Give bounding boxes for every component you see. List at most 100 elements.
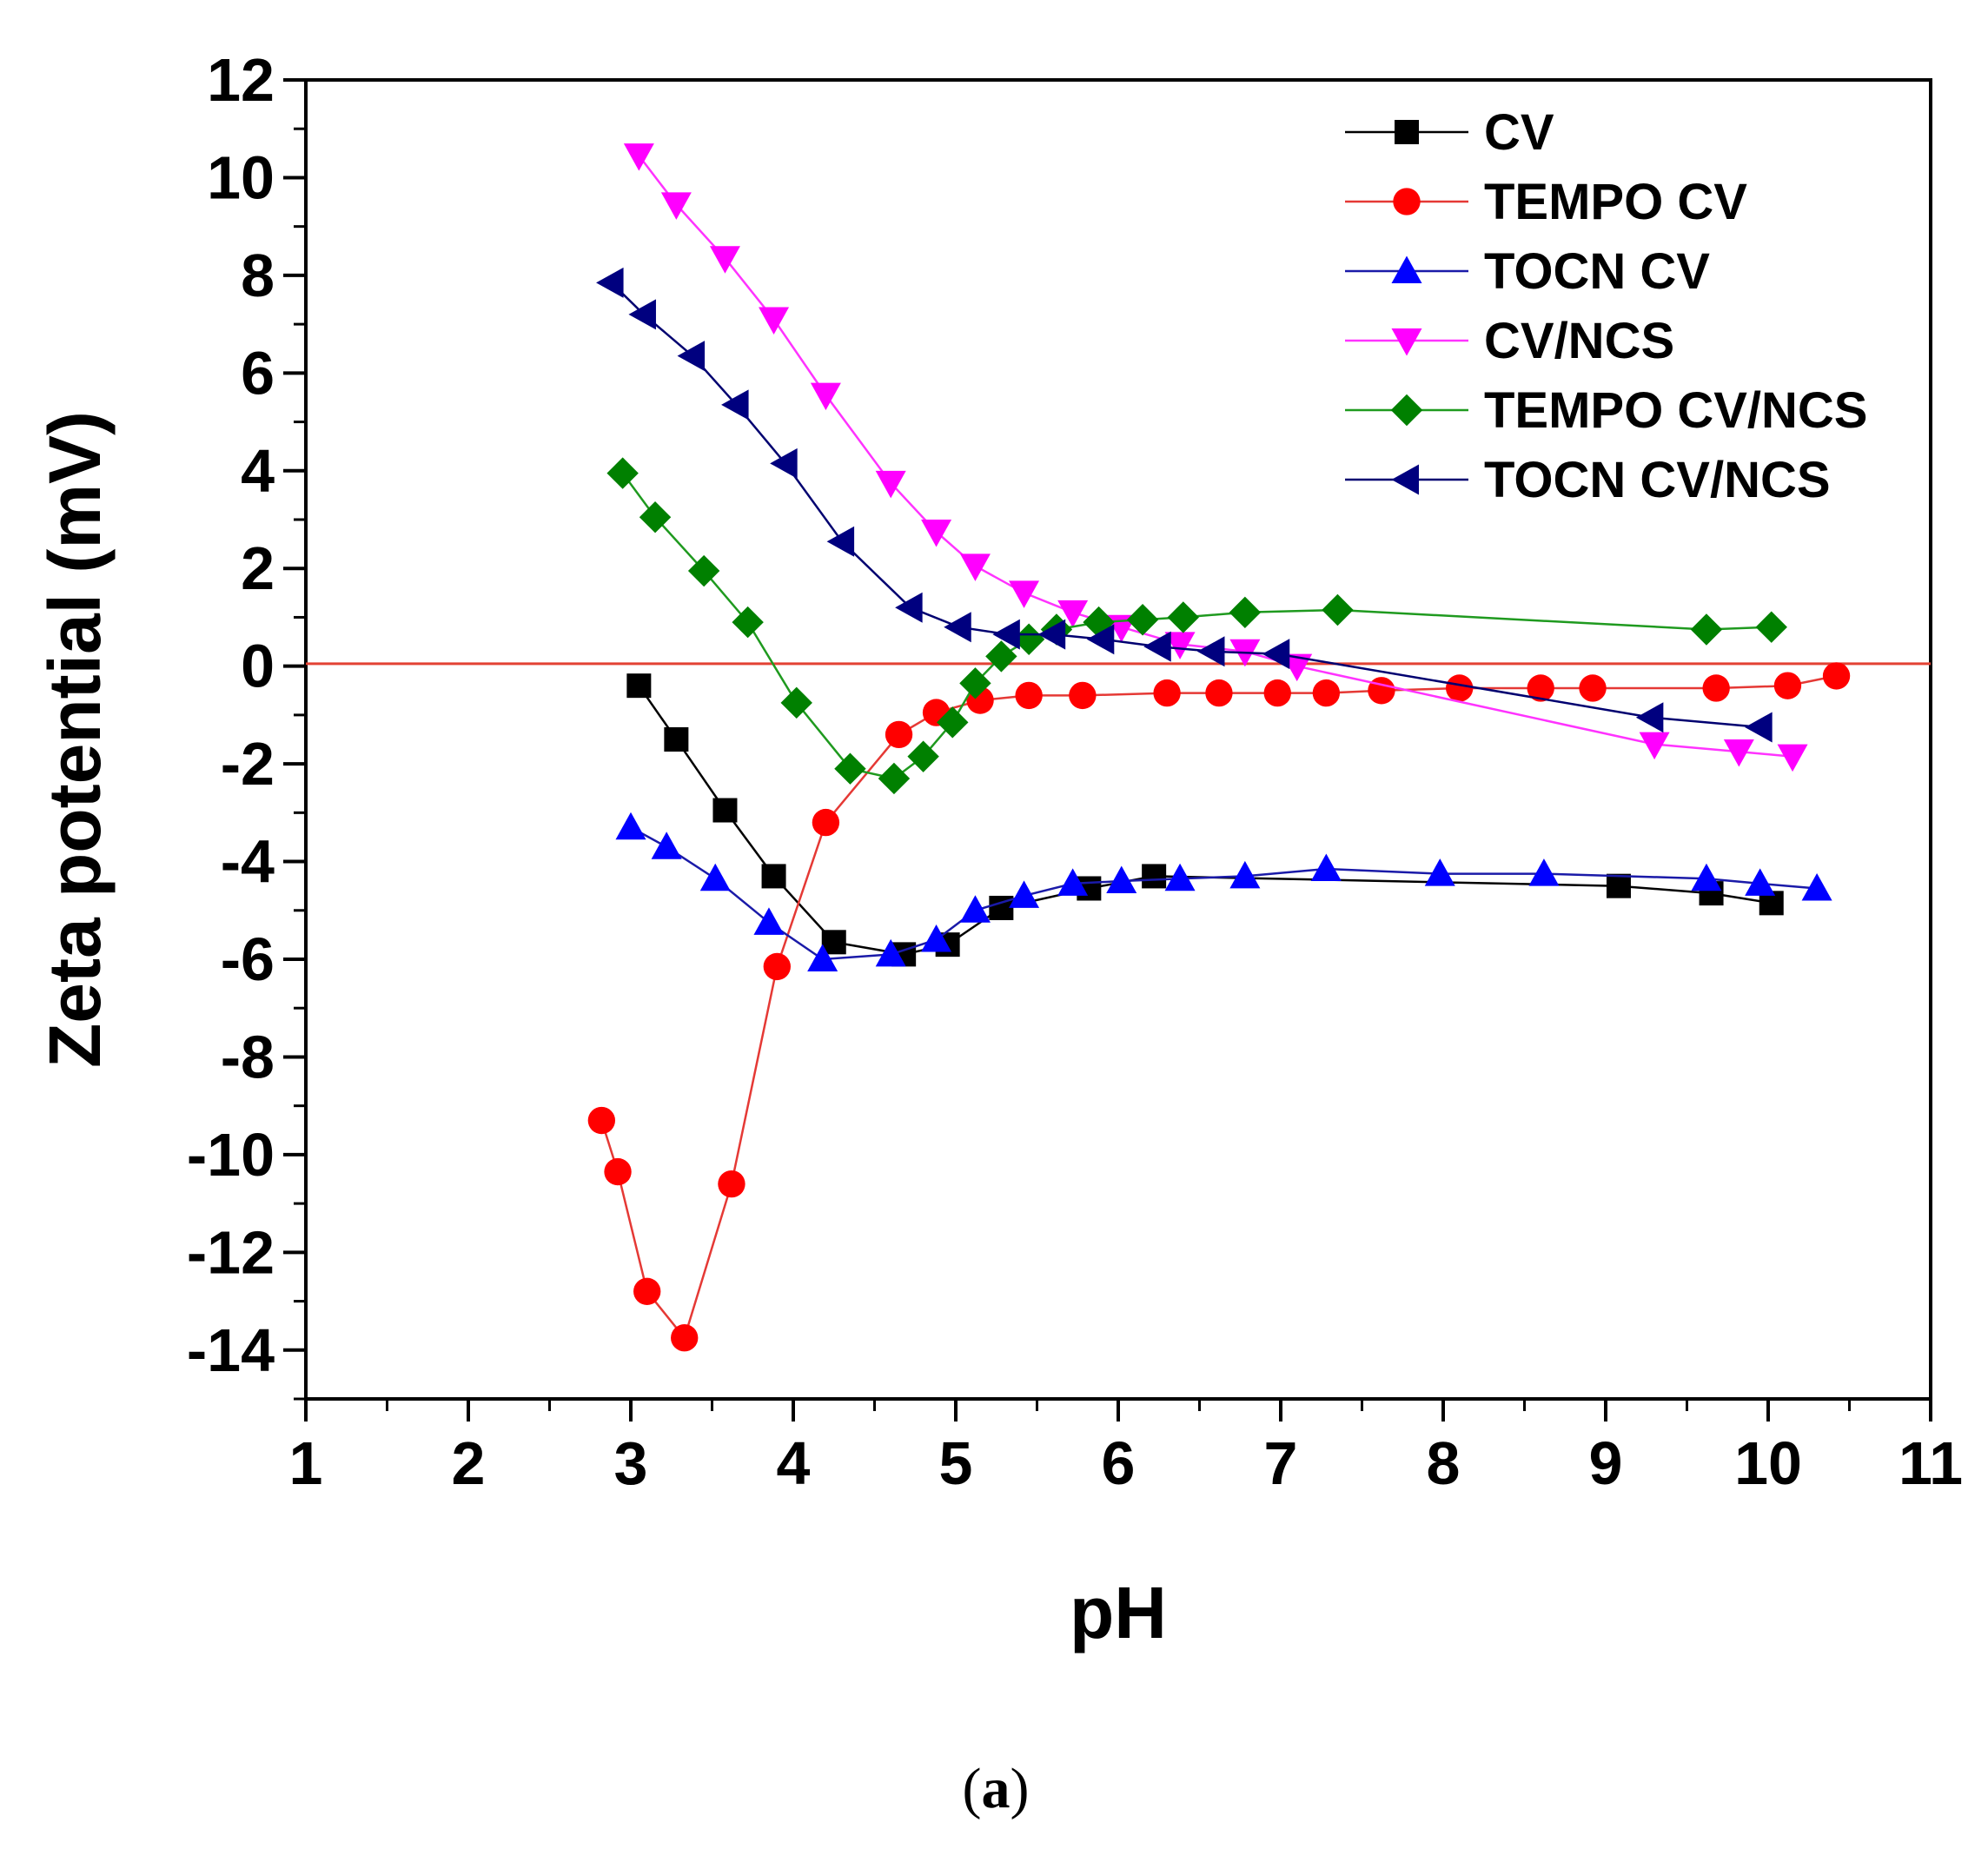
legend-label: TEMPO CV (1484, 174, 1747, 230)
data-point-tocn-cv-ncs (596, 267, 624, 298)
legend-label: CV (1484, 104, 1554, 161)
y-tick-label: -12 (187, 1218, 275, 1286)
data-point-tocn-cv (1691, 863, 1722, 891)
data-point-tocn-cv-ncs (770, 447, 798, 479)
data-point-tocn-cv-ncs (826, 526, 855, 557)
legend-entry-tempo-cv: TEMPO CV (1345, 174, 1747, 230)
legend-entry-cv-ncs: CV/NCS (1345, 313, 1674, 369)
data-point-tempo-cv-ncs (878, 762, 911, 795)
x-tick-label: 11 (1899, 1429, 1963, 1497)
legend-label: TEMPO CV/NCS (1484, 382, 1868, 439)
data-point-tempo-cv-ncs (639, 500, 672, 533)
data-point-tempo-cv (812, 808, 840, 837)
data-point-tempo-cv-ncs (606, 457, 639, 489)
data-point-tempo-cv-ncs (1126, 604, 1159, 636)
data-point-cv-ncs (759, 307, 790, 335)
data-point-cv (1606, 873, 1631, 898)
caption-open-paren: ( (963, 1757, 982, 1820)
data-point-tocn-cv-ncs (1262, 639, 1290, 670)
data-point-tempo-cv (1263, 679, 1291, 707)
data-point-tempo-cv-ncs (937, 706, 969, 739)
data-point-tempo-cv-ncs (732, 606, 764, 639)
legend-marker (1391, 328, 1422, 356)
x-tick-label: 1 (289, 1429, 323, 1497)
data-point-tempo-cv-ncs (687, 554, 720, 587)
data-point-tempo-cv-ncs (959, 667, 991, 699)
data-point-tocn-cv (959, 895, 991, 923)
y-tick-label: 8 (241, 242, 275, 309)
y-tick-label: 4 (241, 437, 275, 505)
data-point-tocn-cv-ncs (1196, 636, 1225, 667)
series-tocn-cv (615, 812, 1832, 971)
data-point-tempo-cv (763, 952, 791, 981)
data-point-tempo-cv-ncs (1167, 601, 1199, 633)
data-point-tempo-cv-ncs (1012, 623, 1045, 655)
y-tick-label: 12 (207, 46, 275, 114)
x-tick-label: 6 (1102, 1429, 1136, 1497)
data-point-tocn-cv-ncs (1745, 712, 1773, 743)
legend-label: TOCN CV/NCS (1484, 452, 1831, 508)
legend-entry-cv: CV (1345, 104, 1554, 161)
x-tick-label: 10 (1734, 1429, 1802, 1497)
data-point-tocn-cv-ncs (677, 341, 706, 372)
data-point-tempo-cv (1069, 681, 1097, 710)
series-line-tempo-cv (600, 674, 1837, 1341)
data-point-tocn-cv (1229, 860, 1261, 889)
series-tocn-cv-ncs (596, 267, 1773, 743)
data-point-tocn-cv-ncs (1086, 624, 1115, 655)
series-cv-ncs (623, 143, 1808, 772)
x-tick-label: 2 (452, 1429, 486, 1497)
series-cv (626, 673, 1784, 967)
data-point-cv-ncs (1164, 632, 1196, 659)
y-tick-label: -4 (221, 828, 275, 896)
data-point-cv-ncs (959, 553, 991, 581)
data-point-tempo-cv-ncs (780, 686, 812, 719)
legend-entry-tempo-cv-ncs: TEMPO CV/NCS (1345, 382, 1868, 439)
data-point-tempo-cv (1702, 674, 1730, 702)
data-point-tempo-cv (1773, 672, 1802, 699)
data-point-tocn-cv (1310, 853, 1342, 881)
data-point-tocn-cv (615, 812, 646, 840)
data-point-tempo-cv (1312, 679, 1341, 707)
data-point-tocn-cv-ncs (1037, 619, 1066, 650)
data-point-cv-ncs (921, 520, 952, 547)
x-axis-title: pH (1070, 1572, 1167, 1653)
series-layer (587, 143, 1851, 1352)
data-point-tocn-cv (1106, 865, 1137, 894)
data-point-tempo-cv-ncs (1229, 596, 1262, 629)
data-point-tempo-cv-ncs (834, 752, 866, 785)
data-point-tempo-cv-ncs (1755, 611, 1787, 643)
legend-entry-tocn-cv-ncs: TOCN CV/NCS (1345, 452, 1831, 508)
data-point-tempo-cv (604, 1157, 632, 1186)
y-tick-label: -8 (221, 1023, 275, 1090)
data-point-tempo-cv-ncs (1690, 613, 1723, 646)
data-point-cv (761, 864, 786, 889)
data-point-tocn-cv (699, 863, 731, 891)
data-point-cv-ncs (875, 470, 906, 499)
y-tick-label: -6 (221, 925, 275, 993)
data-point-tocn-cv-ncs (1143, 631, 1171, 662)
data-point-tempo-cv (1822, 662, 1851, 690)
data-point-cv-ncs (1777, 744, 1808, 772)
caption-close-paren: ) (1011, 1757, 1030, 1820)
x-tick-label: 8 (1427, 1429, 1461, 1497)
data-point-cv (712, 798, 738, 823)
data-point-tempo-cv (1446, 674, 1474, 702)
data-point-tocn-cv (1009, 880, 1040, 908)
x-tick-label: 5 (939, 1429, 973, 1497)
data-point-tempo-cv (1579, 674, 1607, 702)
data-point-cv (664, 727, 689, 752)
figure-caption: (a) (963, 1757, 1030, 1820)
data-point-cv-ncs (810, 382, 841, 411)
data-point-tocn-cv (921, 924, 952, 952)
data-point-tocn-cv-ncs (944, 612, 971, 643)
data-point-cv-ncs (1639, 732, 1670, 760)
data-point-tocn-cv (807, 944, 838, 971)
data-point-tempo-cv (1153, 679, 1181, 707)
data-point-tocn-cv (1801, 872, 1832, 901)
legend: CV TEMPO CV TOCN CV CV/NCS TEMPO CV/NCS TOCN … (1345, 104, 1868, 508)
x-tick-label: 3 (614, 1429, 648, 1497)
data-point-tempo-cv (1015, 681, 1043, 710)
data-point-tempo-cv (633, 1277, 661, 1305)
